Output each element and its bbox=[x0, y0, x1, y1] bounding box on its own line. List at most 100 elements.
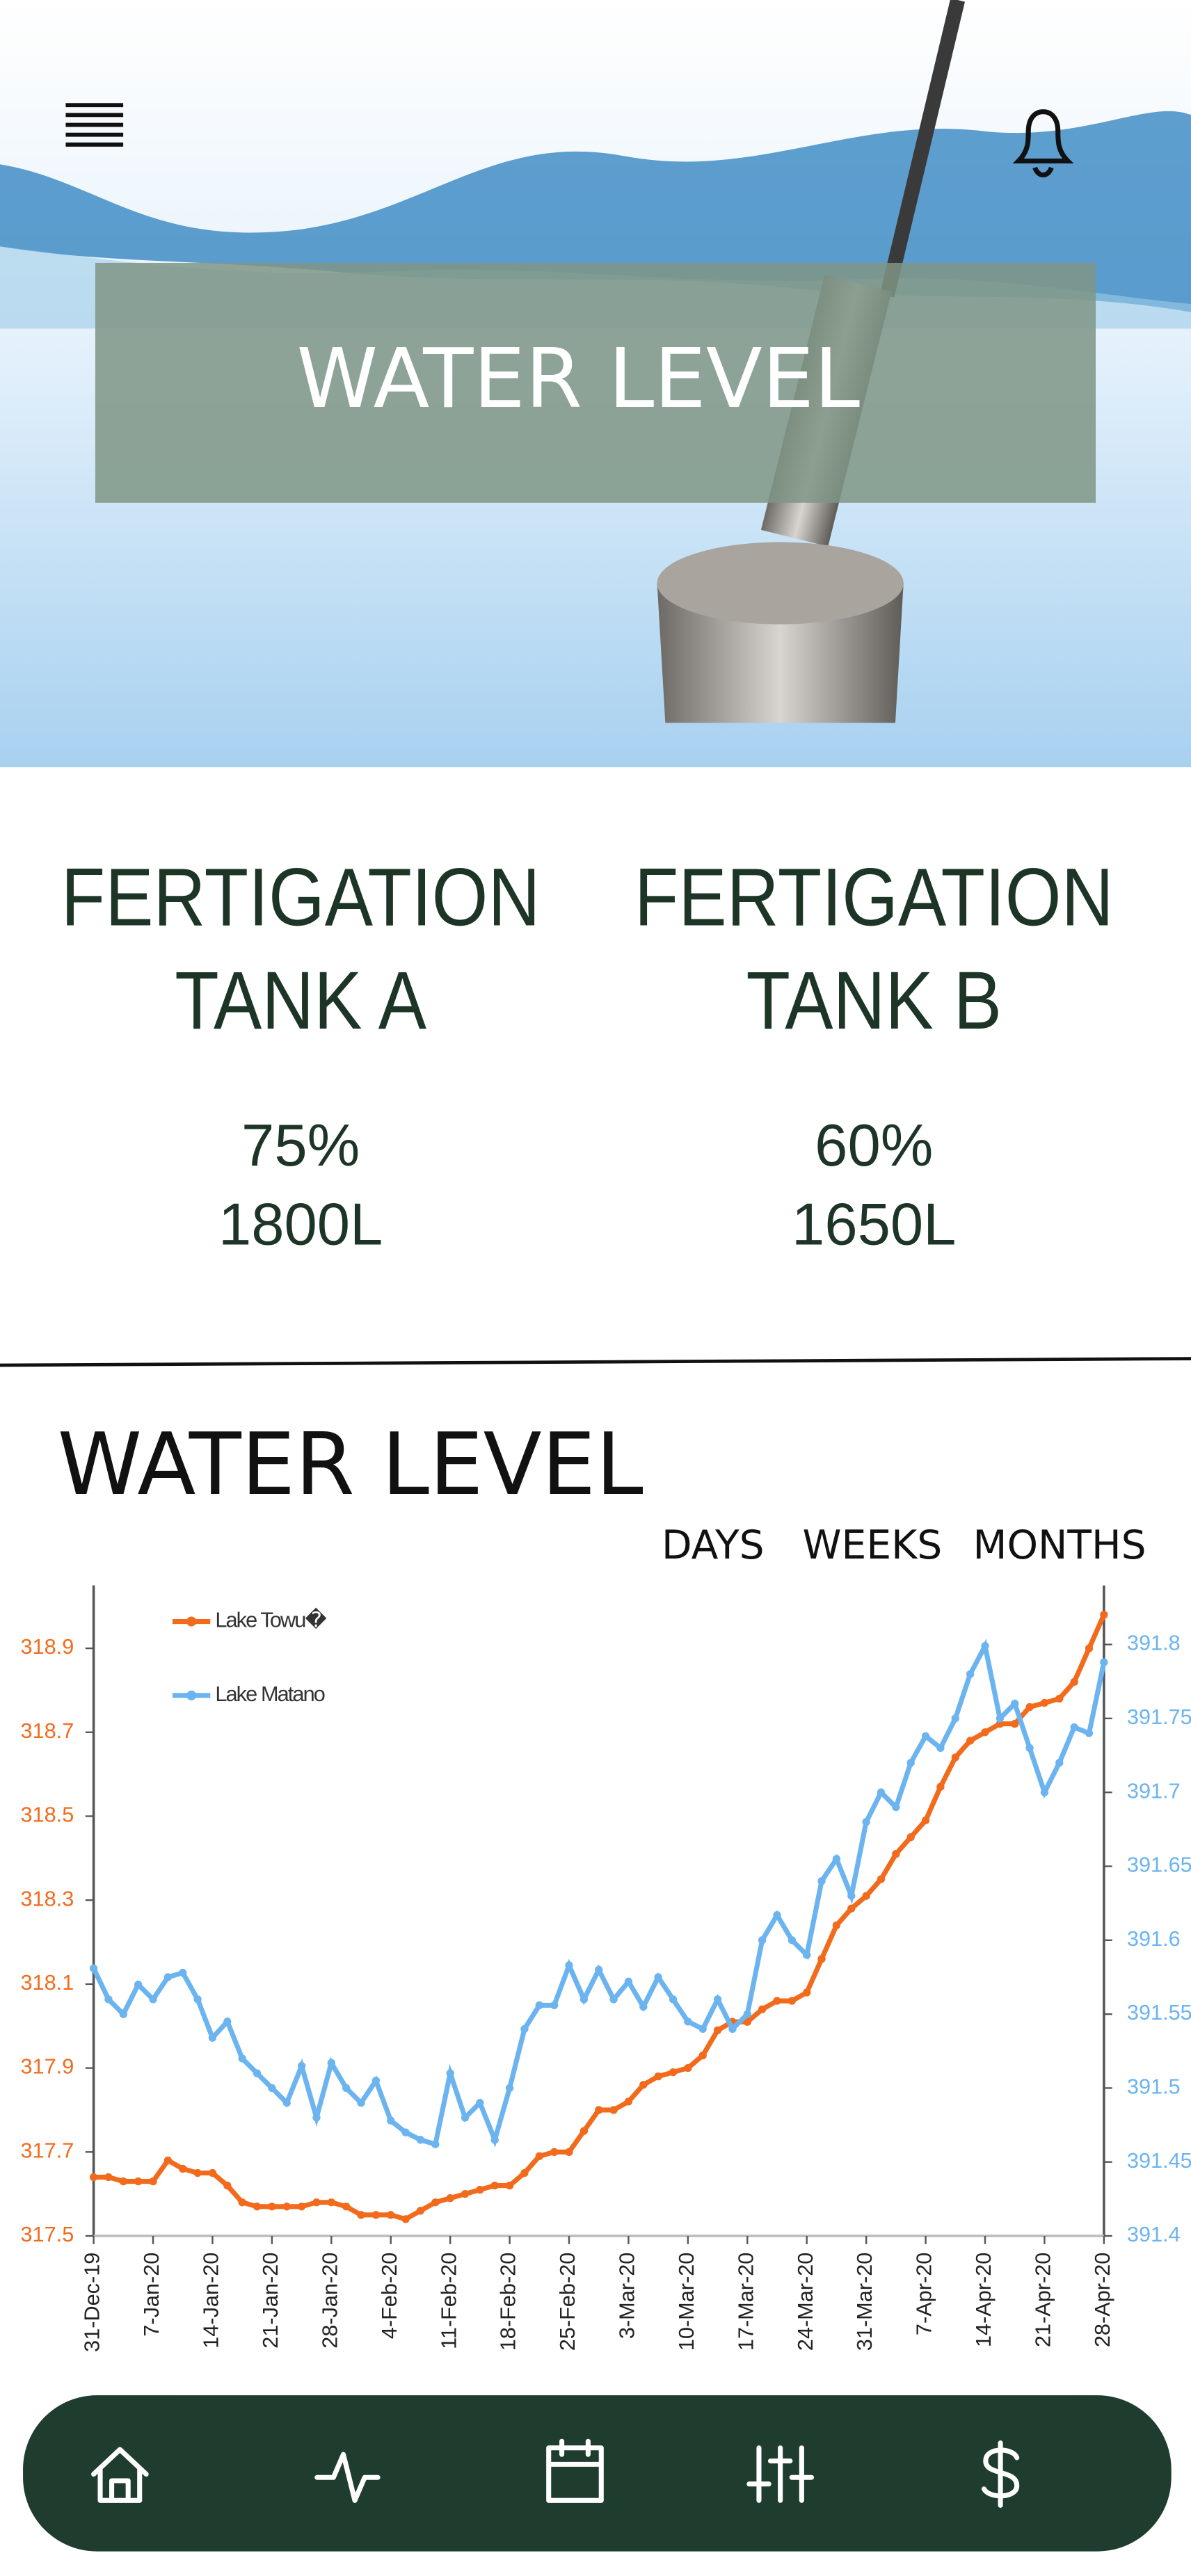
data-point bbox=[89, 1964, 98, 1972]
nav-billing[interactable] bbox=[981, 2440, 1020, 2508]
data-point bbox=[951, 1753, 959, 1762]
data-point bbox=[238, 2198, 246, 2207]
data-point bbox=[416, 2136, 425, 2144]
y2-tick-label: 391.4 bbox=[1127, 2222, 1181, 2246]
data-point bbox=[1040, 1698, 1049, 1707]
x-tick-label: 21-Apr-20 bbox=[1031, 2253, 1055, 2347]
data-point bbox=[654, 2072, 662, 2081]
x-tick-label: 31-Mar-20 bbox=[852, 2253, 877, 2351]
data-point bbox=[906, 1833, 915, 1842]
y-tick-label: 318.3 bbox=[20, 1886, 74, 1910]
data-point bbox=[981, 1642, 989, 1650]
title-box bbox=[95, 262, 1096, 503]
range-tab[interactable]: WEEKS bbox=[803, 1522, 943, 1568]
data-point bbox=[639, 2002, 648, 2011]
tank-name: TANK A bbox=[175, 954, 426, 1047]
data-point bbox=[713, 2026, 722, 2034]
data-point bbox=[758, 2005, 767, 2013]
nav-activity[interactable] bbox=[314, 2452, 381, 2503]
range-tabs: DAYS WEEKS MONTHS bbox=[662, 1522, 1146, 1568]
data-point bbox=[357, 2211, 365, 2219]
data-point bbox=[520, 2168, 529, 2177]
x-tick-label: 18-Feb-20 bbox=[496, 2253, 520, 2351]
legend-marker bbox=[186, 1690, 197, 1700]
y2-tick-label: 391.65 bbox=[1127, 1853, 1191, 1877]
data-point bbox=[431, 2198, 440, 2207]
y-tick-label: 318.9 bbox=[20, 1634, 74, 1659]
range-tab[interactable]: MONTHS bbox=[973, 1522, 1146, 1568]
data-point bbox=[89, 2173, 98, 2182]
data-point bbox=[698, 2051, 707, 2060]
data-point bbox=[505, 2181, 514, 2190]
x-tick-label: 11-Feb-20 bbox=[436, 2253, 461, 2349]
tank-percent: 60% bbox=[815, 1113, 933, 1179]
data-point bbox=[595, 2106, 603, 2114]
data-point bbox=[684, 2063, 692, 2072]
nav-settings[interactable] bbox=[746, 2445, 815, 2503]
data-point bbox=[773, 1997, 781, 2005]
data-point bbox=[862, 1818, 870, 1826]
data-point bbox=[966, 1737, 975, 1745]
tank-name: FERTIGATION bbox=[61, 851, 541, 943]
data-point bbox=[609, 2106, 618, 2114]
divider bbox=[0, 1357, 1191, 1367]
x-tick-label: 21-Jan-20 bbox=[258, 2253, 282, 2349]
data-point bbox=[803, 1951, 811, 1959]
nav-calendar[interactable] bbox=[546, 2438, 604, 2503]
data-point bbox=[371, 2211, 381, 2219]
tank-volume: 1800L bbox=[218, 1191, 383, 1257]
data-point bbox=[461, 2114, 470, 2122]
data-point bbox=[520, 2024, 529, 2034]
data-point bbox=[803, 1988, 811, 1997]
y2-tick-label: 391.55 bbox=[1127, 2000, 1191, 2024]
data-point bbox=[490, 2136, 499, 2144]
tank-percent: 75% bbox=[241, 1113, 360, 1179]
data-point bbox=[654, 1973, 662, 1981]
data-point bbox=[832, 1855, 841, 1863]
legend-marker bbox=[186, 1616, 197, 1627]
data-point bbox=[387, 2211, 395, 2219]
data-point bbox=[371, 2077, 381, 2085]
range-tab[interactable]: DAYS bbox=[662, 1522, 765, 1568]
data-point bbox=[476, 2099, 484, 2107]
notification-button[interactable] bbox=[1012, 109, 1074, 178]
data-point bbox=[892, 1850, 900, 1858]
x-tick-label: 3-Mar-20 bbox=[615, 2253, 639, 2340]
data-point bbox=[387, 2116, 395, 2125]
x-tick-label: 24-Mar-20 bbox=[793, 2253, 817, 2351]
data-point bbox=[817, 1955, 826, 1963]
data-point bbox=[119, 2177, 127, 2186]
nav-home[interactable] bbox=[91, 2447, 149, 2503]
data-point bbox=[461, 2189, 470, 2198]
data-point bbox=[446, 2194, 454, 2203]
data-point bbox=[921, 1816, 930, 1825]
data-point bbox=[268, 2084, 276, 2093]
data-point bbox=[877, 1788, 886, 1796]
legend-label: Lake Matano bbox=[215, 1682, 324, 1706]
data-point bbox=[282, 2203, 291, 2211]
sensor-cable bbox=[879, 0, 966, 298]
menu-button[interactable] bbox=[65, 103, 124, 147]
data-point bbox=[535, 2001, 543, 2010]
data-point bbox=[832, 1921, 841, 1930]
data-point bbox=[1070, 1723, 1078, 1732]
data-point bbox=[505, 2084, 514, 2093]
data-point bbox=[401, 2215, 410, 2223]
data-point bbox=[817, 1877, 826, 1885]
data-point bbox=[297, 2203, 306, 2211]
data-point bbox=[981, 1728, 989, 1737]
data-point bbox=[1055, 1694, 1064, 1703]
data-point bbox=[416, 2207, 425, 2215]
data-point bbox=[490, 2181, 499, 2190]
chart: 317.5 317.7 317.9 318.1 318.3 318.5 318.7 318.9… bbox=[20, 1585, 1191, 2352]
x-tick-label: 28-Apr-20 bbox=[1090, 2253, 1114, 2347]
data-point bbox=[1011, 1720, 1019, 1728]
data-point bbox=[565, 2148, 573, 2156]
data-point bbox=[698, 2024, 707, 2034]
data-point bbox=[223, 2018, 232, 2026]
data-point bbox=[446, 2069, 454, 2077]
data-point bbox=[535, 2152, 543, 2161]
data-point bbox=[862, 1892, 870, 1900]
data-point bbox=[758, 1936, 767, 1945]
